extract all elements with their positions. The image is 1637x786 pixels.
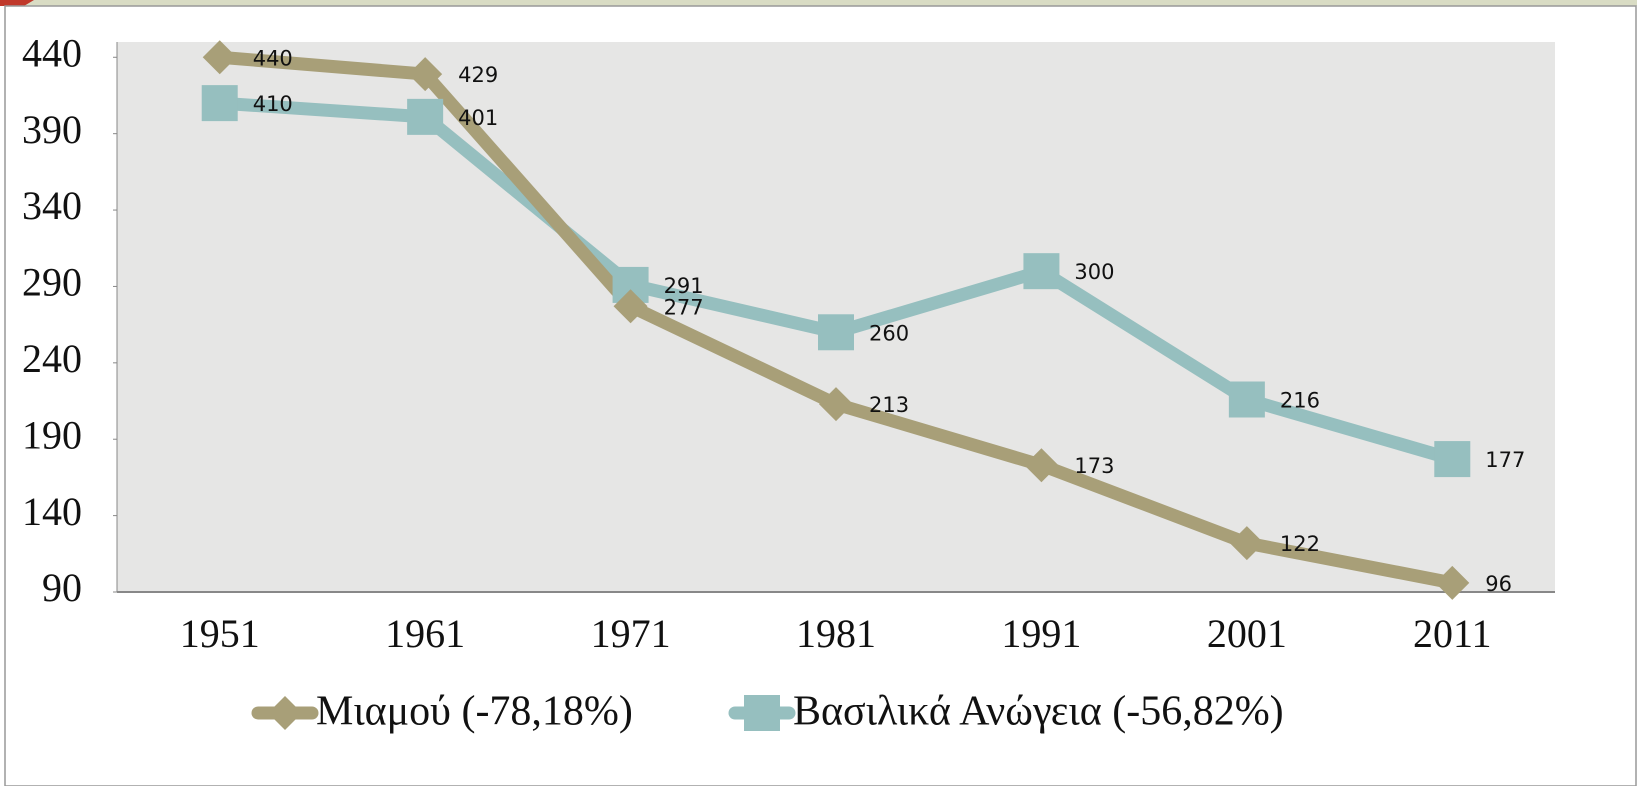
x-tick-label: 1971 — [591, 611, 671, 656]
data-label: 96 — [1485, 572, 1512, 596]
data-label: 401 — [458, 106, 498, 130]
data-label: 410 — [253, 92, 293, 116]
data-label: 122 — [1280, 532, 1320, 556]
data-label: 173 — [1074, 454, 1114, 478]
data-label: 291 — [664, 274, 704, 298]
legend-label: Βασιλικά Ανώγεια (-56,82%) — [793, 689, 1284, 735]
data-label: 216 — [1280, 389, 1320, 413]
y-tick-label: 340 — [22, 183, 82, 228]
y-tick-label: 390 — [22, 107, 82, 152]
legend-label: Μιαμού (-78,18%) — [316, 689, 633, 735]
top-bar — [0, 0, 1637, 6]
data-point — [1435, 565, 1470, 600]
x-tick-label: 2011 — [1413, 611, 1492, 656]
x-tick-label: 1981 — [796, 611, 876, 656]
data-point — [408, 57, 443, 92]
y-tick-label: 90 — [42, 565, 82, 610]
data-point — [613, 289, 648, 324]
data-label: 300 — [1074, 260, 1114, 284]
data-point — [1023, 253, 1060, 290]
y-tick-label: 140 — [22, 489, 82, 534]
data-point — [201, 85, 238, 122]
data-point — [1024, 448, 1059, 483]
data-point — [1229, 526, 1264, 561]
y-tick-label: 190 — [22, 412, 82, 457]
data-label: 260 — [869, 321, 909, 345]
x-tick-label: 1951 — [180, 611, 260, 656]
data-label: 177 — [1485, 448, 1525, 472]
frame — [4, 5, 1637, 786]
x-tick-label: 1991 — [1001, 611, 1081, 656]
legend-marker — [268, 696, 302, 730]
y-tick-label: 240 — [22, 336, 82, 381]
data-point — [202, 40, 237, 75]
x-tick-label: 2001 — [1207, 611, 1287, 656]
y-tick-label: 440 — [22, 30, 82, 75]
data-point — [819, 387, 853, 422]
data-label: 429 — [458, 63, 498, 87]
data-point — [1228, 381, 1265, 418]
y-tick-label: 290 — [22, 260, 82, 305]
data-label: 213 — [869, 393, 909, 417]
corner — [0, 0, 34, 6]
legend-marker — [744, 695, 780, 731]
data-point — [1434, 441, 1471, 478]
data-label: 277 — [664, 295, 704, 319]
data-point — [818, 314, 854, 351]
data-label: 440 — [253, 46, 293, 70]
x-tick-label: 1961 — [385, 611, 465, 656]
data-point — [407, 98, 444, 135]
